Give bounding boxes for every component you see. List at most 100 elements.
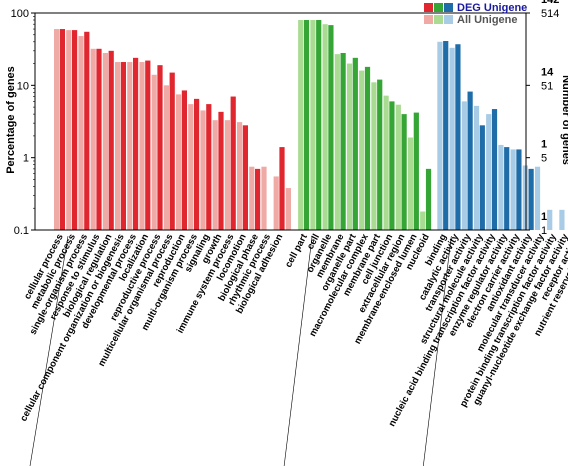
bar-all-cc [334, 54, 340, 231]
bar-deg-bp [230, 96, 236, 231]
bar-deg-bp [108, 50, 114, 230]
bar-all-cc [407, 137, 414, 230]
bar-all-bp [115, 62, 121, 230]
right-tick-deg: 142 [541, 0, 559, 6]
y-tick-label: 0.1 [14, 225, 29, 237]
right-tick-all: 51 [541, 80, 553, 92]
bar-deg-cc [377, 79, 383, 230]
legend-deg-swatch-bp [424, 3, 433, 12]
bar-deg-mf [467, 91, 473, 230]
category-label: cell part [283, 232, 310, 270]
bar-all-mf [534, 166, 541, 230]
bar-deg-bp [194, 98, 200, 230]
bar-all-bp [139, 62, 145, 230]
bar-all-bp [249, 166, 255, 230]
bar-all-bp [151, 74, 157, 231]
bar-deg-bp [84, 31, 90, 231]
bar-all-cc [310, 20, 316, 230]
bar-all-cc [298, 20, 304, 230]
bar-deg-cc [425, 168, 432, 230]
bar-deg-cc [328, 25, 334, 230]
legend-all-swatch-mf [444, 15, 453, 24]
right-tick-deg: 1 [541, 139, 547, 151]
legend-deg-swatch-cc [434, 3, 443, 12]
bar-all-mf [486, 114, 492, 230]
bar-deg-cc [352, 57, 358, 230]
bar-all-bp [66, 30, 72, 230]
bar-all-mf [461, 101, 467, 230]
bar-deg-bp [72, 30, 78, 230]
bar-all-bp [285, 188, 291, 230]
bar-all-bp [54, 29, 60, 231]
bar-deg-bp [279, 147, 285, 230]
bar-deg-bp [157, 65, 163, 230]
bar-all-cc [395, 104, 401, 230]
bar-deg-cc [303, 20, 310, 230]
bar-all-bp [127, 62, 133, 230]
plot-frame [34, 12, 527, 231]
bar-deg-bp [242, 125, 248, 230]
bar-deg-mf [491, 109, 498, 230]
bar-all-mf [559, 209, 565, 230]
group-bracket [283, 235, 313, 466]
group-bracket [29, 235, 69, 466]
legend-all-swatch-cc [434, 15, 443, 24]
bar-all-bp [212, 120, 218, 230]
bar-all-mf [437, 41, 443, 230]
bar-all-cc [383, 95, 389, 230]
bar-deg-mf [516, 149, 522, 230]
bar-deg-bp [145, 60, 151, 230]
bar-deg-bp [255, 168, 261, 230]
right-tick-deg: 1 [541, 211, 547, 223]
bar-all-bp [188, 104, 194, 230]
bar-all-cc [346, 63, 353, 230]
bar-deg-mf [504, 147, 510, 230]
bar-all-mf [547, 209, 553, 230]
y-tick-label: 100 [11, 8, 29, 20]
bar-deg-bp [218, 111, 224, 230]
bar-all-bp [90, 48, 96, 230]
y-tick-label: 10 [17, 80, 29, 92]
right-tick-all: 5 [541, 153, 547, 165]
legend-deg-swatch-mf [444, 3, 453, 12]
bar-all-bp [176, 94, 182, 230]
bar-deg-bp [181, 90, 187, 231]
bar-all-cc [359, 70, 365, 230]
bar-all-cc [420, 211, 426, 230]
bar-all-mf [473, 105, 480, 230]
bar-deg-bp [206, 104, 212, 230]
bar-deg-bp [169, 72, 175, 230]
bar-deg-mf [528, 168, 534, 230]
bar-deg-cc [316, 20, 322, 230]
bar-deg-bp [133, 57, 139, 230]
bar-deg-bp [120, 62, 126, 230]
bar-all-mf [498, 144, 504, 230]
bar-all-bp [273, 176, 279, 230]
legend: DEG Unigene All Unigene [424, 2, 527, 26]
bar-deg-bp [96, 48, 102, 230]
bar-deg-cc [389, 101, 395, 230]
bar-all-bp [200, 110, 206, 230]
legend-deg-label: DEG Unigene [457, 2, 527, 14]
bar-deg-cc [401, 114, 407, 230]
bars [54, 20, 565, 231]
bar-deg-cc [340, 52, 346, 230]
right-tick-all: 1 [541, 225, 547, 237]
group-bracket [423, 235, 452, 466]
bar-all-mf [510, 149, 516, 230]
y-axis-title: Percentage of genes [5, 66, 17, 174]
right-tick-all: 514 [541, 8, 559, 20]
bar-all-bp [224, 120, 230, 230]
bar-all-bp [163, 85, 169, 230]
bar-deg-cc [413, 112, 419, 230]
bar-all-cc [371, 82, 377, 230]
right-tick-deg: 14 [541, 66, 554, 78]
y-tick-label: 1 [23, 153, 29, 165]
bar-deg-mf [479, 125, 485, 230]
bar-all-mf [522, 165, 528, 230]
bar-all-bp [102, 52, 108, 230]
right-axis-title: Number of genes [560, 75, 568, 165]
bar-all-bp [261, 166, 267, 230]
